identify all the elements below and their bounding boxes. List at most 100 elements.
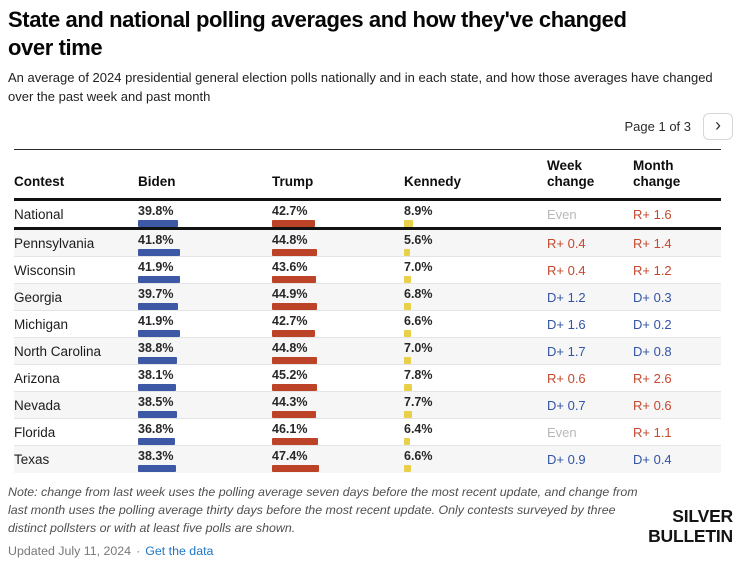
kennedy-cell: 7.7% [404, 392, 547, 419]
biden-value: 41.8% [138, 233, 174, 248]
biden-bar [138, 220, 178, 228]
week-change-value: R+ 0.6 [547, 370, 586, 386]
table-row: Arizona 38.1% 45.2% 7.8% R+ 0.6 R+ 2.6 [14, 365, 721, 393]
trump-cell: 44.9% [272, 284, 404, 311]
biden-value: 39.8% [138, 204, 174, 219]
table-row: North Carolina 38.8% 44.8% 7.0% D+ 1.7 D… [14, 338, 721, 366]
biden-value: 39.7% [138, 287, 174, 302]
trump-value: 45.2% [272, 368, 308, 383]
kennedy-cell: 6.6% [404, 311, 547, 338]
month-change-value: D+ 0.8 [633, 343, 672, 359]
trump-bar [272, 330, 315, 338]
month-change-value: R+ 1.6 [633, 206, 672, 222]
month-change-value: R+ 1.4 [633, 235, 672, 251]
header-cell-trump: Trump [272, 174, 314, 190]
header-cell-kennedy: Kennedy [404, 174, 462, 190]
kennedy-value: 7.7% [404, 395, 433, 410]
week-change-value: R+ 0.4 [547, 262, 586, 278]
header-cell-biden: Biden [138, 174, 176, 190]
table-row: National 39.8% 42.7% 8.9% Even R+ 1.6 [14, 201, 721, 231]
biden-bar [138, 411, 177, 419]
trump-cell: 46.1% [272, 419, 404, 446]
table-row: Georgia 39.7% 44.9% 6.8% D+ 1.2 D+ 0.3 [14, 284, 721, 312]
pager-label: Page 1 of 3 [624, 118, 692, 134]
kennedy-bar [404, 357, 411, 365]
kennedy-cell: 7.0% [404, 338, 547, 365]
table-row: Nevada 38.5% 44.3% 7.7% D+ 0.7 R+ 0.6 [14, 392, 721, 420]
week-change-value: D+ 1.6 [547, 316, 586, 332]
biden-bar [138, 303, 178, 311]
kennedy-bar [404, 384, 412, 392]
trump-bar [272, 303, 317, 311]
trump-cell: 47.4% [272, 446, 404, 473]
contest-label: National [14, 206, 64, 222]
contest-label: Michigan [14, 316, 69, 332]
trump-bar [272, 357, 317, 365]
kennedy-value: 6.4% [404, 422, 433, 437]
contest-label: Wisconsin [14, 262, 76, 278]
logo-line-2: BULLETIN [648, 526, 733, 547]
week-change-value: D+ 0.7 [547, 397, 586, 413]
kennedy-value: 6.8% [404, 287, 433, 302]
kennedy-value: 5.6% [404, 233, 433, 248]
polling-table: Contest Biden Trump Kennedy Week change … [14, 148, 721, 474]
biden-bar [138, 357, 177, 365]
month-change-value: D+ 0.4 [633, 452, 672, 468]
table-row: Texas 38.3% 47.4% 6.6% D+ 0.9 D+ 0.4 [14, 446, 721, 474]
biden-value: 38.5% [138, 395, 174, 410]
table-body: National 39.8% 42.7% 8.9% Even R+ 1.6 Pe… [14, 201, 721, 474]
table-header: Contest Biden Trump Kennedy Week change … [14, 150, 721, 202]
table-row: Wisconsin 41.9% 43.6% 7.0% R+ 0.4 R+ 1.2 [14, 257, 721, 285]
get-data-link[interactable]: Get the data [145, 544, 214, 559]
page-title: State and national polling averages and … [8, 7, 627, 60]
pager-next-button[interactable]: › [703, 112, 733, 140]
trump-bar [272, 384, 318, 392]
contest-label: Georgia [14, 289, 63, 305]
trump-value: 42.7% [272, 314, 308, 329]
silver-bulletin-logo: SILVER BULLETIN [648, 506, 733, 546]
biden-cell: 41.8% [138, 230, 272, 257]
kennedy-cell: 8.9% [404, 201, 547, 228]
month-change-value: D+ 0.2 [633, 316, 672, 332]
kennedy-bar [404, 465, 411, 473]
dot-separator: · [136, 544, 141, 559]
kennedy-cell: 7.0% [404, 257, 547, 284]
chevron-right-icon: › [715, 115, 721, 136]
biden-bar [138, 249, 180, 257]
contest-label: Pennsylvania [14, 235, 95, 251]
trump-value: 44.9% [272, 287, 308, 302]
biden-cell: 39.7% [138, 284, 272, 311]
table-row: Pennsylvania 41.8% 44.8% 5.6% R+ 0.4 R+ … [14, 230, 721, 258]
biden-cell: 36.8% [138, 419, 272, 446]
biden-value: 36.8% [138, 422, 174, 437]
biden-cell: 38.5% [138, 392, 272, 419]
kennedy-bar [404, 303, 411, 311]
biden-value: 38.1% [138, 368, 174, 383]
header-cell-week-change: Week change [547, 157, 595, 190]
trump-bar [272, 465, 320, 473]
kennedy-value: 7.8% [404, 368, 433, 383]
contest-label: North Carolina [14, 343, 102, 359]
header-cell-contest: Contest [14, 174, 65, 190]
kennedy-value: 7.0% [404, 341, 433, 356]
week-change-value: Even [547, 206, 577, 222]
kennedy-value: 6.6% [404, 314, 433, 329]
kennedy-bar [404, 276, 411, 284]
trump-cell: 44.8% [272, 338, 404, 365]
header-cell-month-change: Month change [633, 157, 681, 190]
kennedy-cell: 6.6% [404, 446, 547, 473]
biden-bar [138, 465, 177, 473]
month-change-value: R+ 0.6 [633, 397, 672, 413]
week-change-value: R+ 0.4 [547, 235, 586, 251]
trump-value: 42.7% [272, 204, 308, 219]
biden-value: 38.8% [138, 341, 174, 356]
trump-bar [272, 220, 315, 228]
biden-bar [138, 330, 180, 338]
contest-label: Texas [14, 452, 50, 468]
page-subtitle: An average of 2024 presidential general … [8, 69, 713, 104]
week-change-value: Even [547, 424, 577, 440]
week-change-value: D+ 1.7 [547, 343, 586, 359]
kennedy-bar [404, 330, 411, 338]
trump-cell: 45.2% [272, 365, 404, 392]
